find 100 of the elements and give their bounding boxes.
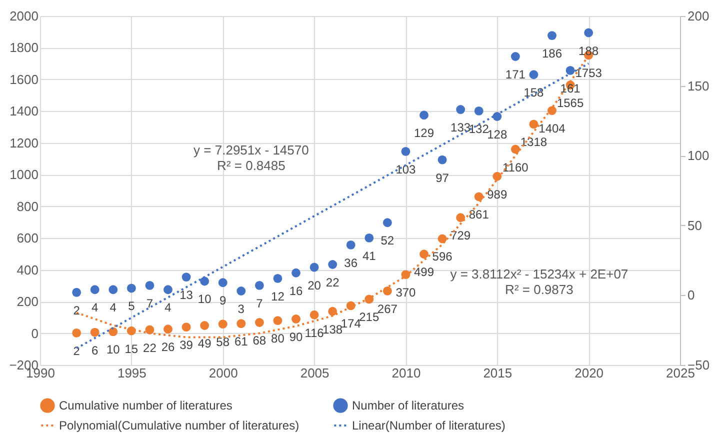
point	[310, 310, 319, 320]
data-label: 12	[271, 289, 285, 304]
data-label: 7	[146, 296, 154, 310]
data-label: 370	[396, 286, 416, 300]
point	[510, 144, 520, 154]
point	[236, 319, 246, 328]
y-tick-label: 1400	[10, 104, 38, 119]
data-label: 68	[252, 333, 266, 348]
annotation: R² = 0.8485	[217, 158, 286, 174]
data-label: 22	[326, 275, 340, 290]
data-label: 20	[308, 278, 322, 292]
point	[145, 325, 154, 334]
point	[72, 288, 82, 297]
legend-label: Number of literatures	[352, 398, 464, 413]
point	[474, 106, 484, 116]
point	[164, 285, 172, 294]
data-label: 97	[436, 170, 450, 185]
data-label: 61	[234, 334, 248, 349]
data-label: 1160	[502, 160, 529, 174]
point	[254, 318, 264, 327]
point	[438, 234, 447, 244]
y2-tick-label: 150	[688, 78, 710, 94]
point	[401, 146, 410, 156]
point	[456, 105, 466, 114]
data-label: 10	[198, 292, 212, 306]
point	[584, 28, 594, 38]
y-tick-label: 1000	[10, 167, 38, 182]
data-label: 215	[359, 310, 380, 324]
point	[90, 285, 100, 294]
x-tick-label: 2020	[574, 366, 604, 380]
y-tick-label: 1600	[10, 72, 38, 87]
data-label: 2	[73, 303, 80, 318]
point	[382, 286, 392, 296]
data-label: 52	[380, 234, 394, 248]
y-tick-label: 1200	[10, 135, 38, 150]
y2-tick-label: 50	[688, 218, 702, 233]
legend-label: Polynomial(Cumulative number of literatures)	[59, 418, 300, 432]
annotation: R² = 0.9873	[505, 282, 574, 297]
data-label: 16	[289, 284, 303, 298]
point	[254, 280, 264, 290]
data-label: 1753	[575, 66, 602, 80]
data-label: 4	[164, 300, 172, 315]
point	[90, 328, 100, 337]
data-label: 596	[432, 250, 453, 264]
point	[456, 213, 466, 222]
y-tick-label: 400	[16, 262, 38, 278]
y-tick-label: 2000	[10, 8, 38, 24]
point	[529, 70, 538, 80]
point	[382, 218, 392, 228]
data-label: 161	[560, 81, 581, 96]
data-label: 41	[362, 248, 376, 263]
point	[200, 321, 210, 330]
data-label: 1565	[556, 96, 584, 110]
data-label: 10	[106, 342, 120, 357]
data-label: 171	[505, 67, 526, 82]
y-tick-label: 1800	[10, 40, 38, 56]
point	[108, 327, 118, 336]
y2-tick-label: 0	[688, 288, 695, 303]
data-label: 133	[450, 120, 471, 135]
data-label: 9	[220, 294, 227, 308]
point	[420, 250, 428, 259]
x-tick-label: 2005	[300, 366, 330, 380]
point	[292, 314, 300, 324]
data-label: 138	[322, 322, 343, 336]
point	[310, 262, 319, 272]
y2-tick-label: 200	[688, 8, 710, 24]
data-label: 116	[304, 326, 324, 340]
data-label: 5	[128, 299, 136, 314]
x-tick-label: 1995	[117, 366, 146, 380]
y-tick-label: 800	[16, 198, 38, 214]
data-label: 132	[468, 122, 490, 136]
data-label: 22	[143, 340, 157, 355]
data-label: 80	[271, 332, 285, 346]
data-label: 4	[110, 300, 117, 315]
data-label: 174	[340, 316, 362, 331]
data-label: 499	[414, 265, 434, 280]
data-label: 26	[161, 340, 175, 354]
data-label: 3	[238, 302, 245, 316]
x-tick-label: 2000	[208, 366, 238, 380]
data-label: 39	[180, 338, 194, 352]
data-label: 267	[377, 302, 398, 316]
y-tick-label: 600	[16, 230, 38, 246]
x-tick-label: 2025	[666, 366, 695, 380]
point	[474, 192, 484, 202]
data-label: 90	[289, 330, 303, 344]
point	[438, 155, 447, 164]
point	[510, 52, 520, 61]
data-label: 989	[487, 187, 508, 202]
data-label: 6	[92, 343, 99, 358]
y2-tick-label: 100	[688, 148, 710, 164]
data-label: 1318	[520, 135, 548, 150]
y-tick-label: 200	[16, 294, 38, 310]
point	[548, 106, 556, 116]
data-label: 36	[344, 256, 358, 270]
data-label: 861	[468, 208, 490, 222]
x-tick-label: 2015	[483, 366, 512, 380]
data-label: 4	[92, 300, 99, 315]
data-label: 58	[216, 335, 230, 350]
annotation: y = 7.2951x - 14570	[194, 142, 309, 158]
point	[236, 286, 246, 296]
